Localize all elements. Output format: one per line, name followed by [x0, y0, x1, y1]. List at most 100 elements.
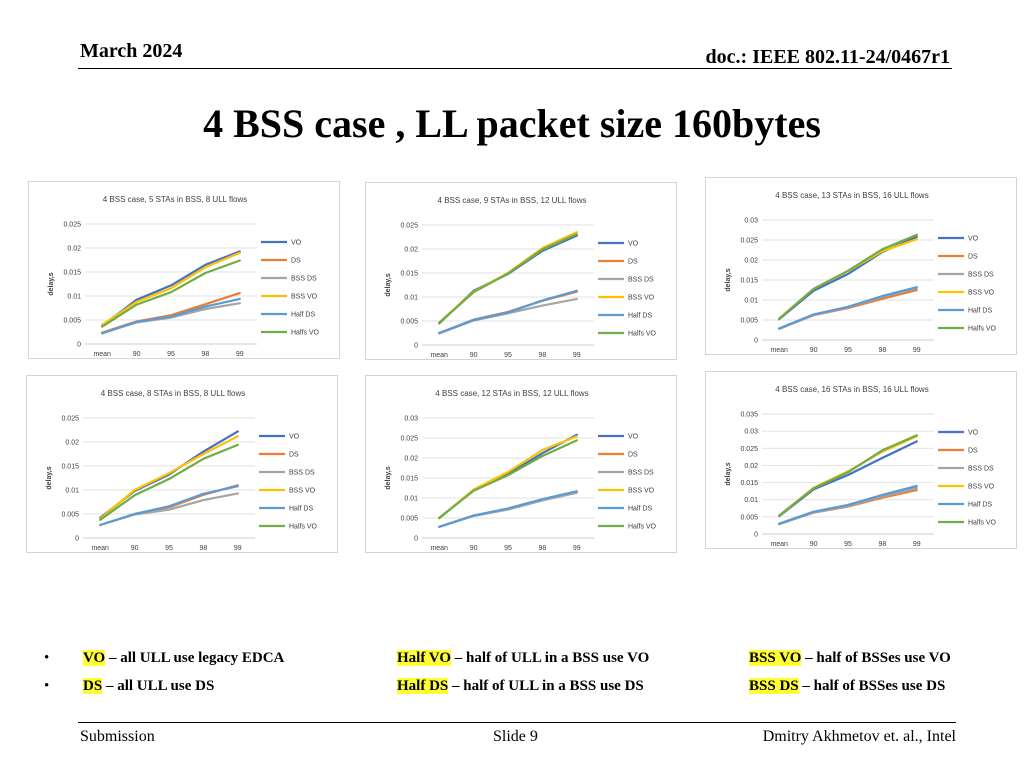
y-axis-label: delay,s — [725, 462, 732, 485]
y-tick-label: 0.005 — [61, 512, 79, 519]
note-ds: DS – all ULL use DS — [83, 678, 214, 695]
series-line-half-ds — [438, 289, 578, 335]
legend-label: Half DS — [628, 313, 652, 320]
legend-label: BSS VO — [628, 295, 655, 302]
legend-label: Half DS — [289, 506, 313, 513]
footer-divider — [78, 722, 956, 723]
x-tick-label: mean — [430, 545, 448, 552]
y-tick-label: 0.02 — [404, 247, 418, 254]
y-tick-label: 0.02 — [67, 246, 81, 253]
series-line-half-ds — [778, 286, 918, 330]
note-bss-ds: BSS DS – half of BSSes use DS — [749, 678, 945, 695]
y-tick-label: 0.02 — [404, 456, 418, 463]
y-tick-label: 0.02 — [65, 440, 79, 447]
chart-panel-2: 4 BSS case, 9 STAs in BSS, 12 ULL flows d… — [365, 182, 677, 360]
y-axis-label: delay,s — [725, 268, 732, 291]
chart-5: 4 BSS case, 12 STAs in BSS, 12 ULL flows… — [385, 389, 657, 552]
legend-label: DS — [291, 258, 301, 265]
legend-label: VO — [291, 240, 302, 247]
chart-title: 4 BSS case, 8 STAs in BSS, 8 ULL flows — [101, 389, 246, 398]
x-tick-label: mean — [91, 545, 109, 552]
legend-label: Halfs VO — [968, 326, 997, 333]
y-tick-label: 0.01 — [67, 294, 81, 301]
y-tick-label: 0.025 — [61, 416, 79, 423]
x-tick-label: 98 — [202, 351, 210, 358]
footer-submission: Submission — [80, 728, 155, 745]
x-tick-label: mean — [770, 347, 788, 354]
series-line-bss-vo — [101, 251, 241, 326]
note-desc: – half of ULL in a BSS use VO — [451, 650, 650, 666]
x-tick-label: 95 — [844, 347, 852, 354]
y-tick-label: 0.01 — [404, 496, 418, 503]
series-line-halfs-vo — [101, 259, 241, 328]
legend-label: BSS VO — [968, 484, 995, 491]
legend-label: BSS DS — [289, 470, 315, 477]
legend-label: BSS VO — [291, 294, 318, 301]
series-line-half-ds — [101, 297, 241, 335]
legend-label: Halfs VO — [289, 524, 318, 531]
y-tick-label: 0.035 — [740, 412, 758, 419]
bullet: • — [44, 650, 50, 666]
y-tick-label: 0.01 — [744, 298, 758, 305]
y-tick-label: 0 — [414, 536, 418, 543]
y-tick-label: 0 — [754, 338, 758, 345]
y-tick-label: 0.03 — [744, 429, 758, 436]
note-term: Half DS — [397, 678, 449, 694]
x-tick-label: 90 — [810, 541, 818, 548]
x-tick-label: 98 — [539, 352, 547, 359]
y-tick-label: 0.005 — [740, 318, 758, 325]
legend-label: Halfs VO — [628, 331, 657, 338]
slide-title: 4 BSS case , LL packet size 160bytes — [203, 101, 821, 146]
y-axis-label: delay,s — [48, 272, 55, 295]
series-line-halfs-vo — [438, 232, 578, 324]
y-tick-label: 0.03 — [404, 416, 418, 423]
footer-authors: Dmitry Akhmetov et. al., Intel — [762, 728, 956, 745]
y-tick-label: 0.025 — [400, 436, 418, 443]
x-tick-label: 99 — [913, 541, 921, 548]
legend-label: BSS VO — [628, 488, 655, 495]
note-term: Half VO — [397, 650, 452, 666]
x-tick-label: 90 — [470, 352, 478, 359]
series-line-bss-ds — [99, 492, 239, 527]
x-tick-label: 95 — [165, 545, 173, 552]
series-line-bss-vo — [99, 435, 239, 520]
x-tick-label: 90 — [470, 545, 478, 552]
chart-2: 4 BSS case, 9 STAs in BSS, 12 ULL flows d… — [385, 196, 657, 359]
note-half-ds: Half DS – half of ULL in a BSS use DS — [397, 678, 644, 695]
header-date: March 2024 — [80, 40, 183, 62]
y-tick-label: 0.005 — [400, 319, 418, 326]
x-tick-label: 95 — [167, 351, 175, 358]
note-desc: – half of ULL in a BSS use DS — [448, 678, 644, 694]
x-tick-label: 99 — [913, 347, 921, 354]
chart-panel-3: 4 BSS case, 13 STAs in BSS, 16 ULL flows… — [705, 177, 1017, 355]
legend-label: Half DS — [291, 312, 315, 319]
chart-title: 4 BSS case, 12 STAs in BSS, 12 ULL flows — [435, 389, 588, 398]
legend-label: BSS DS — [968, 466, 994, 473]
y-tick-label: 0.015 — [63, 270, 81, 277]
x-tick-label: 95 — [504, 352, 512, 359]
legend-label: VO — [968, 430, 979, 437]
series-line-halfs-vo — [778, 233, 918, 320]
x-tick-label: 90 — [810, 347, 818, 354]
series-line-bss-ds — [778, 486, 918, 526]
legend-label: DS — [628, 452, 638, 459]
legend-label: VO — [628, 241, 639, 248]
series-line-halfs-vo — [778, 434, 918, 517]
note-term: VO — [83, 650, 106, 666]
y-axis-label: delay,s — [385, 466, 392, 489]
note-term: DS — [83, 678, 103, 694]
y-tick-label: 0.01 — [404, 295, 418, 302]
y-tick-label: 0.025 — [63, 222, 81, 229]
series-line-half-ds — [99, 485, 239, 527]
y-tick-label: 0 — [77, 342, 81, 349]
legend-label: VO — [289, 434, 300, 441]
y-tick-label: 0.015 — [740, 480, 758, 487]
chart-3: 4 BSS case, 13 STAs in BSS, 16 ULL flows… — [725, 191, 997, 354]
y-tick-label: 0.005 — [740, 514, 758, 521]
chart-6: 4 BSS case, 16 STAs in BSS, 16 ULL flows… — [725, 385, 997, 548]
chart-panel-5: 4 BSS case, 12 STAs in BSS, 12 ULL flows… — [365, 375, 677, 553]
y-tick-label: 0.005 — [400, 516, 418, 523]
x-tick-label: 99 — [573, 545, 581, 552]
y-tick-label: 0.01 — [744, 497, 758, 504]
note-desc: – all ULL use legacy EDCA — [105, 650, 285, 666]
